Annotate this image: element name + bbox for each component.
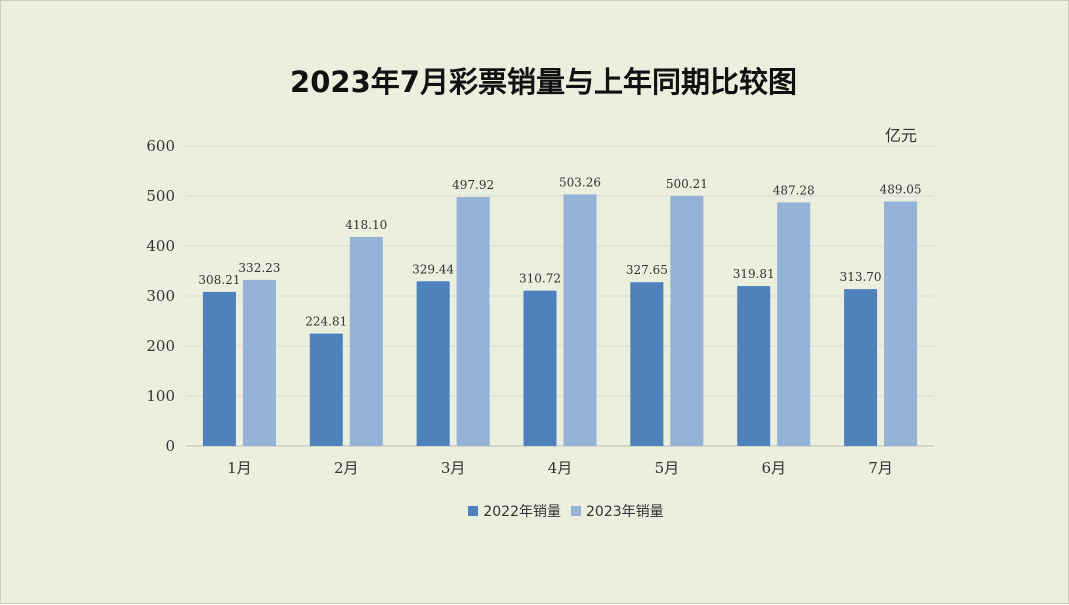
data-label: 332.23 [238, 261, 280, 275]
legend-item-2022: 2022年销量 [468, 501, 561, 521]
legend: 2022年销量 2023年销量 [1, 501, 1069, 521]
x-tick-label: 7月 [868, 459, 893, 477]
data-label: 310.72 [519, 272, 561, 286]
data-label: 418.10 [345, 218, 387, 232]
y-tick-label: 200 [146, 337, 175, 355]
bar-2022 [202, 291, 236, 446]
bar-2023 [884, 201, 918, 446]
data-label: 489.05 [880, 182, 922, 196]
x-tick-label: 3月 [441, 459, 466, 477]
bar-2022 [630, 282, 664, 446]
legend-label-2022: 2022年销量 [483, 504, 561, 520]
x-tick-label: 2月 [334, 459, 359, 477]
bar-2023 [777, 202, 811, 446]
legend-swatch-2023 [571, 506, 581, 516]
data-label: 313.70 [840, 270, 882, 284]
chart-title: 2023年7月彩票销量与上年同期比较图 [290, 65, 797, 99]
bar-2023 [563, 194, 597, 446]
data-label: 319.81 [733, 267, 775, 281]
data-label: 329.44 [412, 262, 454, 276]
bar-2023 [456, 197, 490, 446]
x-tick-label: 1月 [227, 459, 252, 477]
legend-swatch-2022 [468, 506, 479, 516]
data-label: 327.65 [626, 263, 668, 277]
data-label: 497.92 [452, 178, 494, 192]
y-tick-label: 300 [146, 287, 175, 305]
bar-2022 [737, 286, 771, 446]
x-tick-label: 6月 [761, 459, 786, 477]
bar-2023 [242, 279, 276, 446]
x-tick-label: 5月 [655, 459, 680, 477]
bar-2023 [349, 236, 383, 446]
legend-label-2023: 2023年销量 [586, 504, 664, 520]
bar-2022 [844, 289, 878, 446]
data-label: 487.28 [773, 183, 815, 197]
data-label: 224.81 [305, 315, 347, 329]
data-label: 503.26 [559, 175, 601, 189]
unit-label: 亿元 [885, 126, 918, 145]
bar-2022 [416, 281, 450, 446]
y-tick-label: 0 [165, 437, 175, 455]
x-tick-label: 4月 [548, 459, 573, 477]
bar-2022 [309, 333, 343, 446]
legend-item-2023: 2023年销量 [571, 501, 664, 521]
bar-2023 [670, 195, 704, 446]
bar-2022 [523, 290, 557, 446]
y-tick-label: 100 [146, 387, 175, 405]
y-tick-label: 500 [146, 187, 175, 205]
data-label: 308.21 [198, 273, 240, 287]
y-tick-label: 400 [146, 237, 175, 255]
data-label: 500.21 [666, 177, 708, 191]
y-tick-label: 600 [146, 137, 175, 155]
